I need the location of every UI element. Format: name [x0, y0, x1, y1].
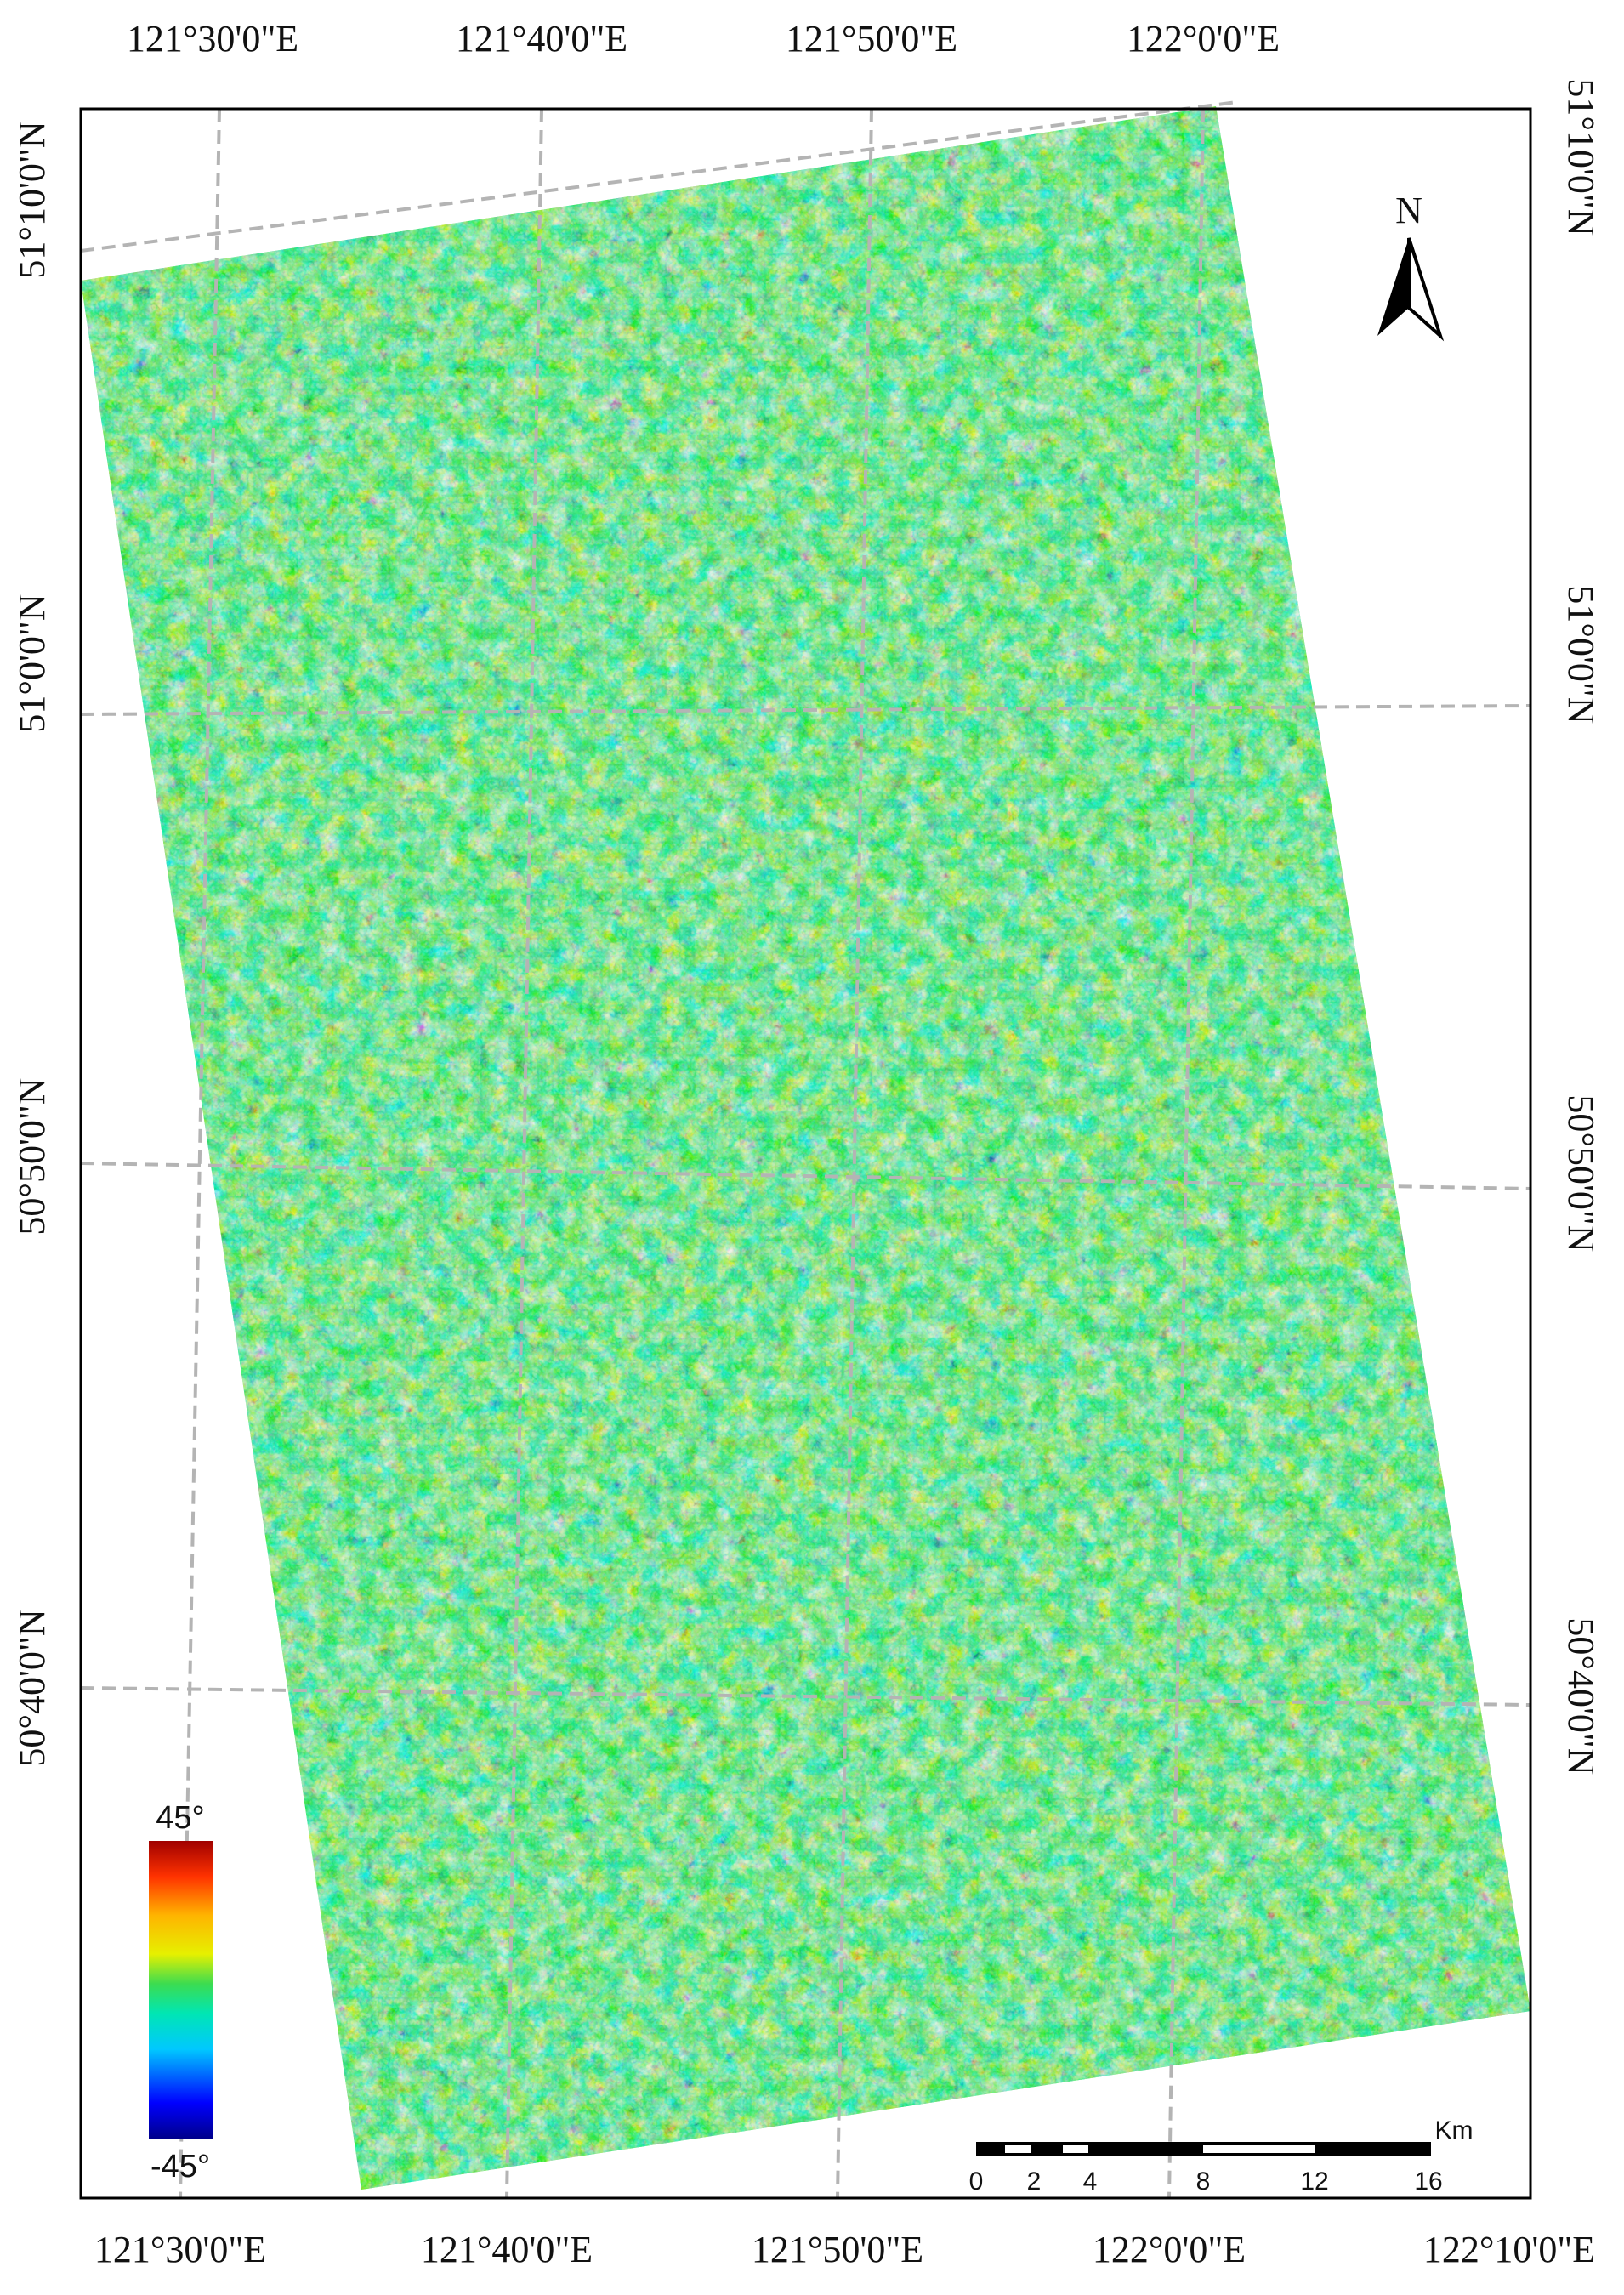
right-lat-label: 51°10'0"N	[1560, 78, 1602, 236]
top-lon-label: 122°0'0"E	[1127, 18, 1280, 60]
bottom-lon-label: 121°30'0"E	[94, 2229, 266, 2270]
graticule	[80, 100, 1531, 2199]
scale-tick: 0	[969, 2167, 984, 2196]
right-lat-label: 51°0'0"N	[1560, 585, 1602, 724]
scale-tick: 8	[1196, 2167, 1211, 2196]
scale-unit: Km	[1435, 2116, 1474, 2144]
legend: 45° -45°	[149, 1800, 213, 2184]
left-lat-label: 50°50'0"N	[11, 1077, 53, 1235]
bottom-lon-label: 122°10'0"E	[1423, 2229, 1595, 2270]
right-lat-label: 50°40'0"N	[1560, 1617, 1602, 1775]
scale-tick: 4	[1083, 2167, 1098, 2196]
scale-tick: 2	[1027, 2167, 1042, 2196]
right-lat-label: 50°50'0"N	[1560, 1094, 1602, 1252]
left-lat-label: 51°0'0"N	[11, 594, 53, 732]
bottom-lon-label: 121°40'0"E	[421, 2229, 593, 2270]
left-lat-label: 51°10'0"N	[11, 121, 53, 278]
north-arrow-icon: N	[1377, 190, 1445, 342]
legend-max-label: 45°	[156, 1800, 204, 1836]
scale-tick: 16	[1414, 2167, 1442, 2196]
scale-tick: 12	[1300, 2167, 1328, 2196]
top-lon-label: 121°50'0"E	[786, 18, 957, 60]
legend-colorbar	[149, 1841, 213, 2139]
north-arrow-label: N	[1395, 190, 1422, 231]
bottom-lon-label: 122°0'0"E	[1093, 2229, 1246, 2270]
top-lon-label: 121°30'0"E	[127, 18, 298, 60]
left-lat-label: 50°40'0"N	[11, 1609, 53, 1766]
bottom-lon-label: 121°50'0"E	[752, 2229, 923, 2270]
legend-min-label: -45°	[150, 2149, 210, 2184]
scale-bar: 0 2 4 8 12 16 Km	[969, 2116, 1474, 2196]
top-lon-label: 121°40'0"E	[456, 18, 627, 60]
